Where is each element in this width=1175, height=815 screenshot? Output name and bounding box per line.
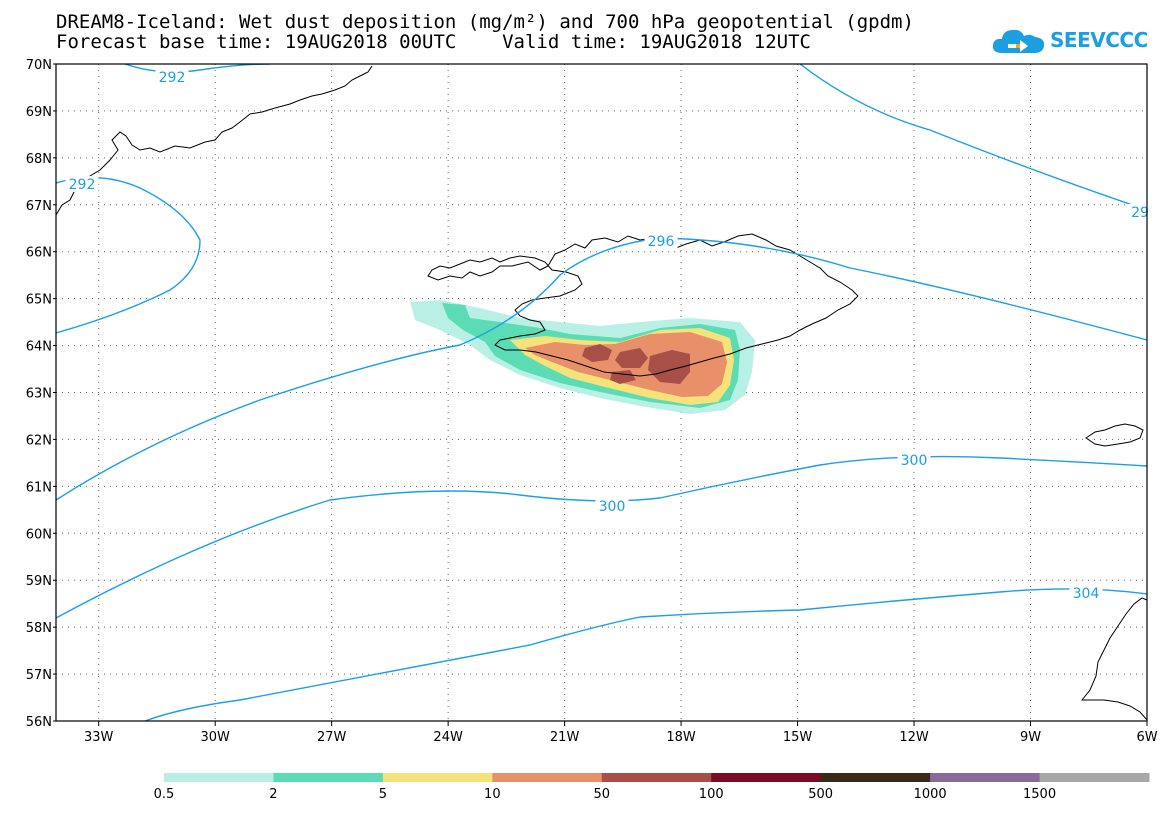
dust-level-50c — [648, 350, 690, 384]
contour-304 — [144, 588, 1147, 721]
lon-label: 27W — [317, 730, 347, 745]
lon-label: 15W — [783, 730, 813, 745]
lon-label: 21W — [550, 730, 580, 745]
lon-label: 18W — [666, 730, 696, 745]
logo-text: SEEVCCC — [1050, 28, 1148, 52]
contour-label: 300 — [599, 499, 626, 515]
lat-label: 63N — [26, 387, 52, 402]
contour-label-bg — [897, 452, 931, 468]
greenland-coast — [56, 65, 373, 216]
lat-label: 60N — [26, 527, 52, 542]
colorbar-segment — [820, 773, 931, 782]
lat-label: 65N — [26, 293, 52, 308]
longitude-labels: 33W 30W 27W 24W 21W 18W 15W 12W 9W 6W — [84, 721, 1158, 745]
contour-29-ne — [799, 64, 1147, 211]
contour-296 — [56, 237, 1147, 501]
iceland-coast — [427, 233, 859, 377]
lat-label: 68N — [26, 152, 52, 167]
lon-label: 9W — [1020, 730, 1041, 745]
chart-title: DREAM8-Iceland: Wet dust deposition (mg/… — [56, 11, 914, 33]
dust-level-50b — [615, 348, 648, 368]
contour-292-west — [56, 176, 201, 334]
faroe-coast — [1085, 423, 1144, 447]
contour-label: 304 — [1073, 586, 1100, 602]
colorbar-segment — [930, 773, 1041, 782]
colorbar-label: 100 — [699, 787, 724, 802]
colorbar-label: 0.5 — [154, 787, 175, 802]
colorbar-label: 5 — [379, 787, 387, 802]
dust-deposition-field — [410, 300, 755, 414]
colorbar-label: 50 — [594, 787, 611, 802]
contour-label-bg — [644, 233, 678, 249]
lat-label: 69N — [26, 105, 52, 120]
chart-subtitle: Forecast base time: 19AUG2018 00UTC Vali… — [56, 31, 811, 53]
contour-292-north — [124, 64, 271, 73]
lat-label: 57N — [26, 668, 52, 683]
lon-label: 24W — [433, 730, 463, 745]
colorbar-label: 10 — [484, 787, 501, 802]
colorbar-label: 500 — [808, 787, 833, 802]
colorbar-label: 1000 — [914, 787, 947, 802]
lon-label: 33W — [84, 730, 114, 745]
colorbar-segment — [164, 773, 274, 782]
lat-label: 62N — [26, 433, 52, 448]
contour-label: 292 — [69, 177, 96, 193]
scotland-coast — [1080, 597, 1147, 721]
dust-level-50a — [582, 344, 612, 362]
contour-label: 300 — [901, 453, 928, 469]
lat-label: 70N — [26, 58, 52, 73]
lat-label: 67N — [26, 199, 52, 214]
contour-label: 29 — [1131, 205, 1149, 221]
contour-labels: 292 292 296 29 300 300 304 — [65, 69, 1152, 602]
lat-label: 66N — [26, 246, 52, 261]
colorbar-segment — [1039, 773, 1150, 782]
contour-label-bg — [595, 498, 629, 514]
contour-label: 292 — [159, 70, 186, 86]
lon-label: 30W — [200, 730, 230, 745]
colorbar-label: 2 — [269, 787, 277, 802]
lat-label: 64N — [26, 340, 52, 355]
contour-label-bg — [155, 69, 189, 85]
geopotential-contours — [56, 64, 1147, 721]
latitude-labels: 70N 69N 68N 67N 66N 65N 64N 63N 62N 61N 60N 59N 58N 5… — [26, 58, 56, 730]
colorbar: 0.5 2 5 10 50 100 500 1000 1500 — [154, 773, 1150, 802]
lat-label: 58N — [26, 621, 52, 636]
lon-label: 12W — [899, 730, 929, 745]
contour-label-bg — [65, 176, 99, 192]
lat-label: 56N — [26, 715, 52, 730]
contour-label-bg — [1069, 585, 1103, 601]
coastlines — [56, 65, 1147, 721]
colorbar-label: 1500 — [1023, 787, 1056, 802]
colorbar-segment — [492, 773, 603, 782]
colorbar-segment — [382, 773, 493, 782]
lon-label: 6W — [1136, 730, 1157, 745]
seevccc-logo: SEEVCCC — [990, 22, 1148, 58]
colorbar-segment — [273, 773, 384, 782]
contour-300 — [56, 455, 1147, 619]
contour-label-bg — [1128, 204, 1152, 220]
cloud-arrow-icon — [992, 29, 1045, 53]
lat-label: 59N — [26, 574, 52, 589]
lat-label: 61N — [26, 480, 52, 495]
contour-label: 296 — [648, 234, 675, 250]
colorbar-segment — [711, 773, 822, 782]
colorbar-segment — [601, 773, 712, 782]
